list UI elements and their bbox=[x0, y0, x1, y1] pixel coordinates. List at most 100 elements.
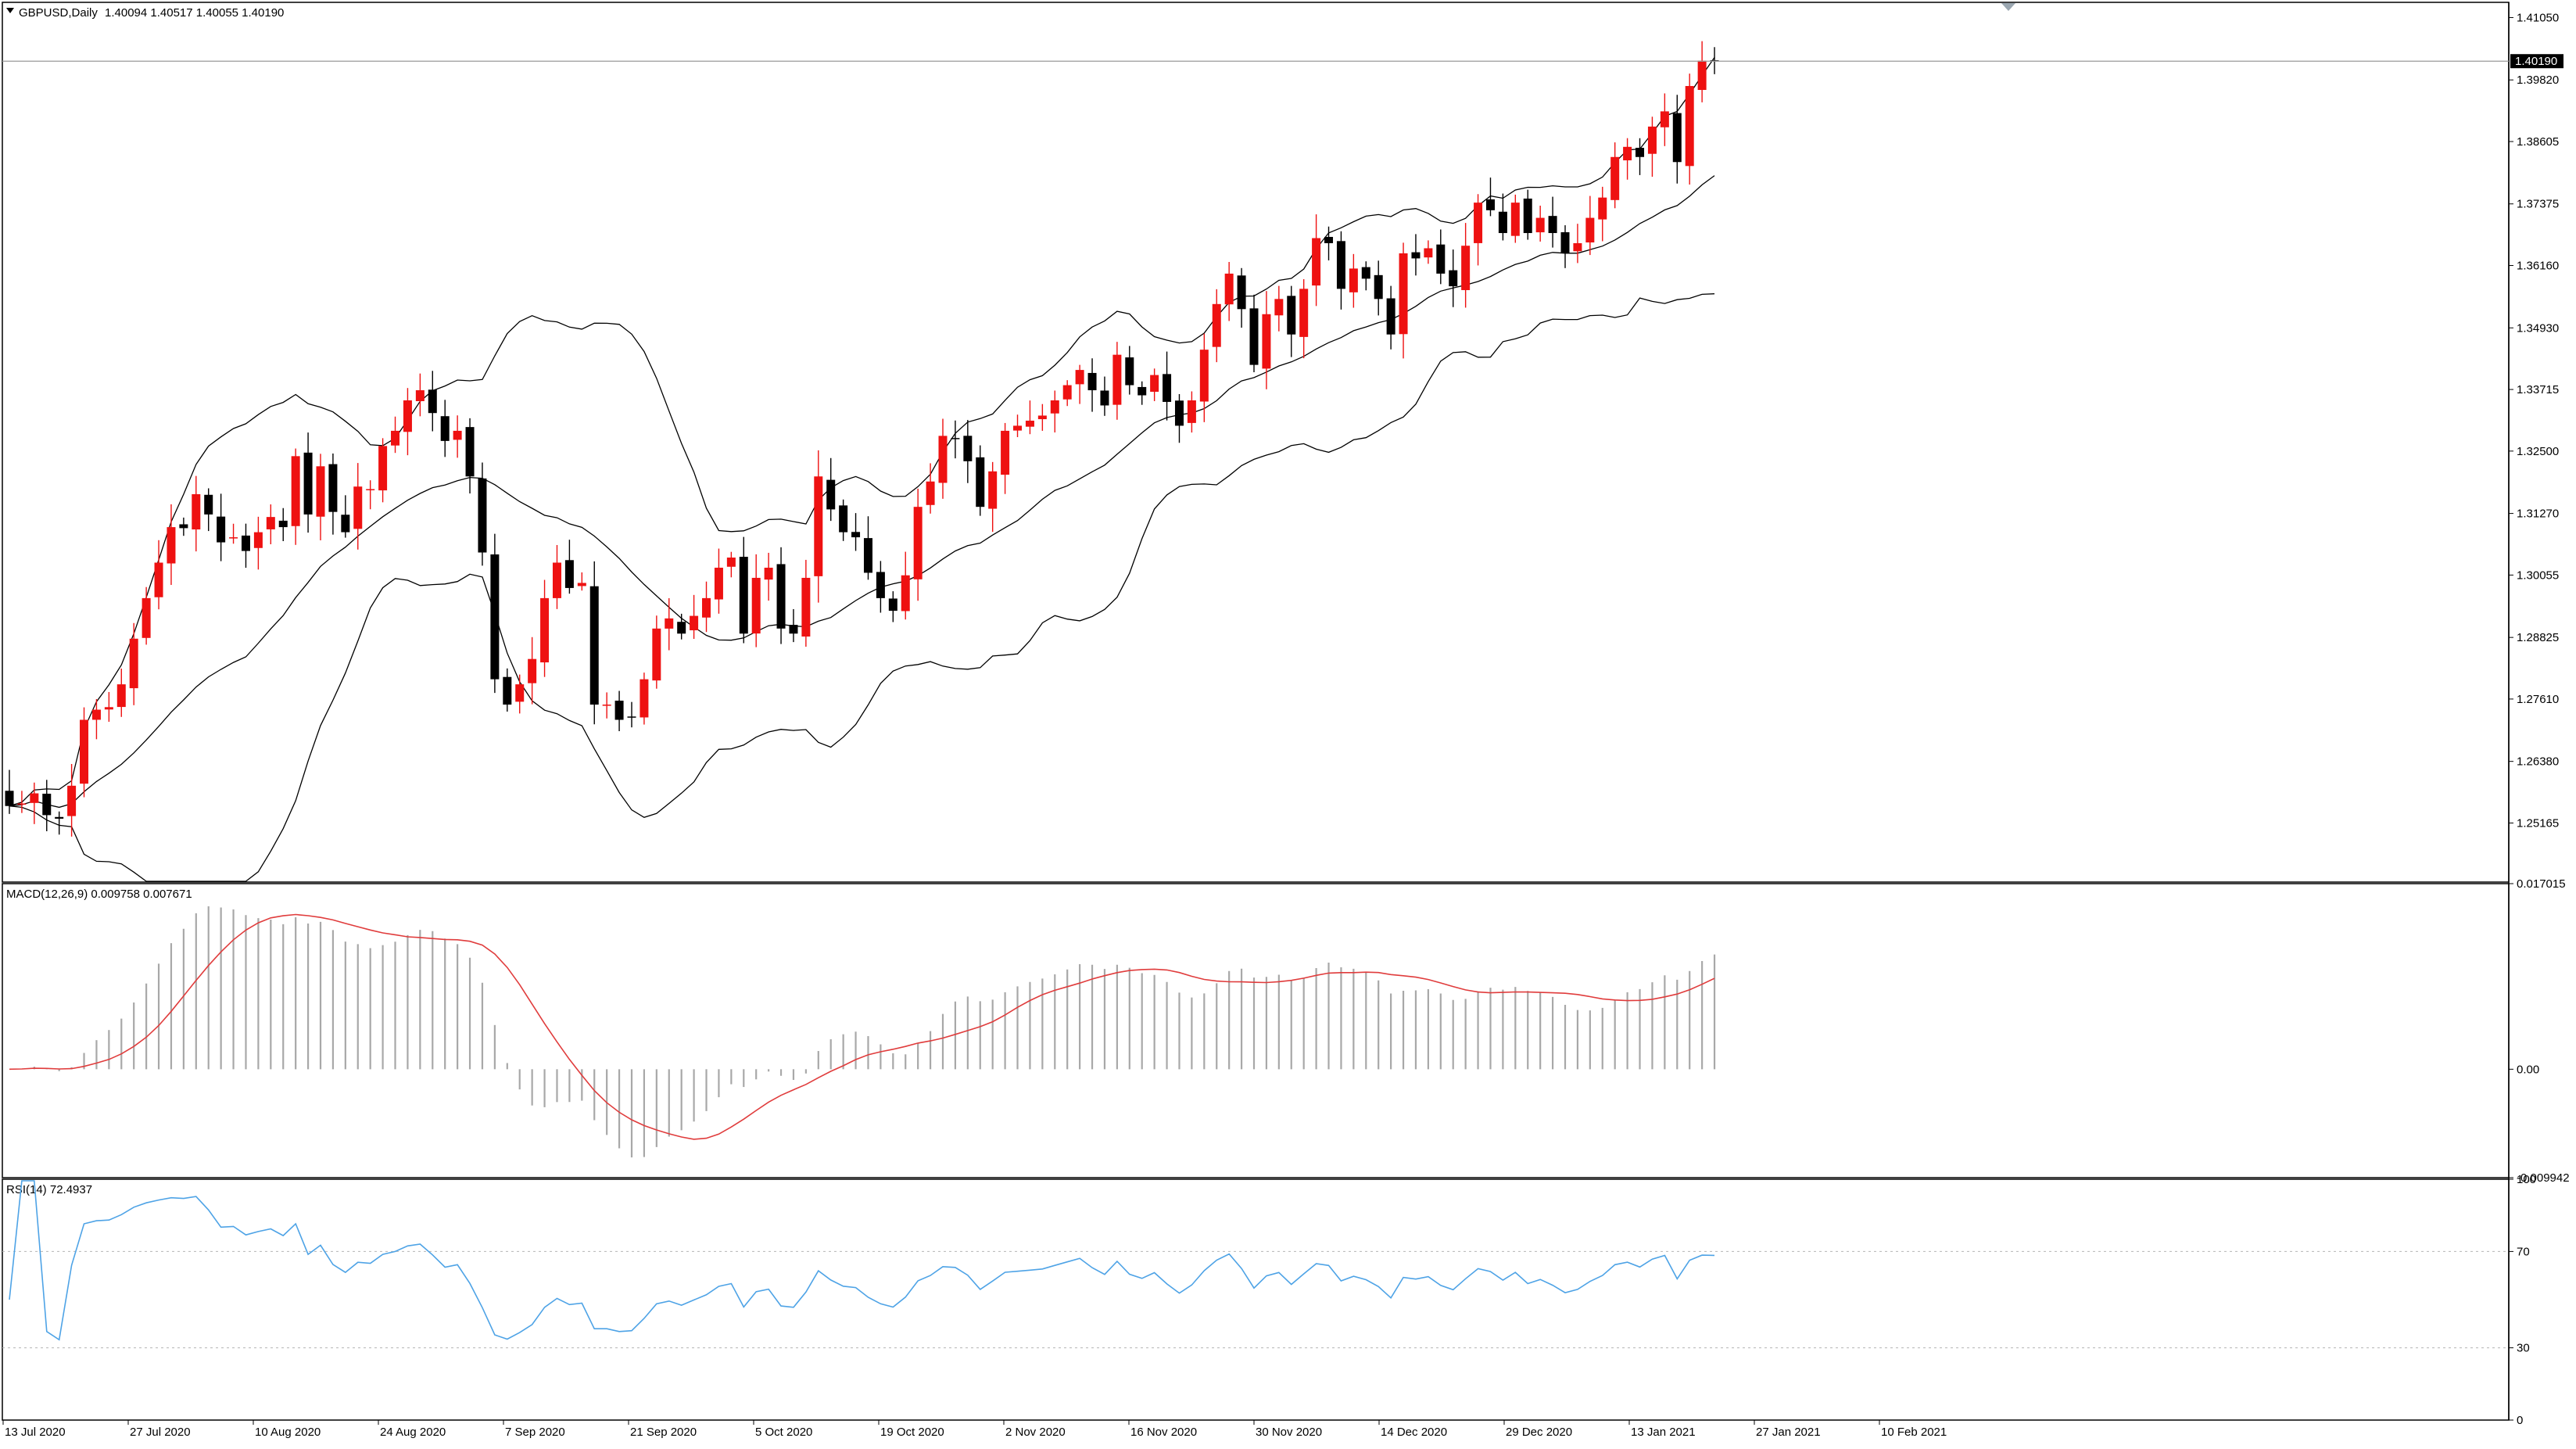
current-price-box bbox=[2510, 54, 2563, 69]
candle-body bbox=[1001, 430, 1010, 475]
time-tick-label: 24 Aug 2020 bbox=[380, 1426, 446, 1439]
time-tick-label: 16 Nov 2020 bbox=[1130, 1426, 1197, 1439]
candle-body bbox=[1237, 275, 1246, 310]
candle-body bbox=[1025, 420, 1034, 427]
candle-body bbox=[1424, 248, 1433, 258]
candle-body bbox=[490, 554, 500, 680]
price-tick-label: 1.28825 bbox=[2517, 631, 2559, 644]
macd-indicator: 0.017015 0.00 -0.009942 bbox=[9, 877, 2570, 1185]
candle-body bbox=[503, 676, 512, 705]
candle-body bbox=[341, 515, 350, 533]
candle-body bbox=[564, 560, 574, 588]
symbol-dropdown-icon[interactable] bbox=[6, 8, 14, 13]
candle-body bbox=[116, 684, 126, 708]
candle-body bbox=[204, 494, 213, 515]
candle-body bbox=[366, 489, 375, 490]
candle-body bbox=[1548, 216, 1557, 234]
candle-body bbox=[602, 705, 611, 706]
candle-body bbox=[839, 505, 848, 533]
candle-body bbox=[1100, 390, 1109, 406]
candle-body bbox=[702, 597, 711, 618]
candle-body bbox=[1386, 298, 1395, 335]
candle-body bbox=[1374, 274, 1383, 299]
candle-body bbox=[826, 479, 836, 510]
candle-body bbox=[1112, 354, 1122, 405]
candle-body bbox=[241, 535, 250, 551]
candle-body bbox=[1150, 375, 1159, 393]
time-tick-label: 10 Feb 2021 bbox=[1881, 1426, 1947, 1439]
time-tick-label: 5 Oct 2020 bbox=[755, 1426, 812, 1439]
time-tick-label: 2 Nov 2020 bbox=[1005, 1426, 1066, 1439]
candle-body bbox=[1461, 246, 1471, 290]
candle-body bbox=[764, 567, 773, 580]
candle-body bbox=[665, 618, 674, 629]
time-axis: 13 Jul 2020 27 Jul 2020 10 Aug 2020 24 Aug … bbox=[2, 1420, 1947, 1439]
candle-body bbox=[1535, 217, 1545, 233]
rsi-line bbox=[9, 1180, 1715, 1341]
candle-body bbox=[1449, 270, 1458, 287]
candle-body bbox=[652, 628, 661, 681]
price-tick-label: 1.32500 bbox=[2517, 445, 2559, 458]
candle-body bbox=[453, 430, 462, 440]
candle-body bbox=[30, 793, 39, 803]
candle-body bbox=[142, 597, 151, 638]
macd-signal-line bbox=[9, 913, 1715, 1140]
candle-body bbox=[192, 493, 201, 530]
candle-body bbox=[1087, 372, 1097, 391]
candle-body bbox=[1336, 241, 1345, 289]
candle-body bbox=[129, 638, 138, 689]
time-tick-label: 14 Dec 2020 bbox=[1381, 1426, 1447, 1439]
time-tick-label: 27 Jul 2020 bbox=[130, 1426, 191, 1439]
price-tick-label: 1.25165 bbox=[2517, 816, 2559, 830]
candle-body bbox=[1560, 231, 1570, 253]
candle-body bbox=[91, 709, 101, 720]
candle-body bbox=[278, 520, 288, 528]
candle-body bbox=[739, 557, 748, 634]
time-tick-label: 13 Jul 2020 bbox=[5, 1426, 66, 1439]
price-axis: 1.41050 1.39820 1.38605 1.37375 1.36160 1.349… bbox=[2, 11, 2563, 830]
time-tick-label: 29 Dec 2020 bbox=[1506, 1426, 1572, 1439]
candle-body bbox=[403, 400, 412, 432]
candle-body bbox=[378, 446, 388, 491]
candle-body bbox=[55, 816, 64, 819]
price-tick-label: 1.34930 bbox=[2517, 321, 2559, 335]
candle-body bbox=[1585, 217, 1595, 243]
candle-body bbox=[1249, 308, 1259, 365]
candle-body bbox=[789, 625, 798, 634]
time-tick-label: 27 Jan 2021 bbox=[1756, 1426, 1821, 1439]
rsi-tick-label: 70 bbox=[2517, 1245, 2530, 1258]
candle-body bbox=[154, 562, 163, 597]
time-tick-label: 10 Aug 2020 bbox=[255, 1426, 321, 1439]
price-tick-label: 1.30055 bbox=[2517, 568, 2559, 582]
candle-body bbox=[67, 785, 77, 816]
candle-body bbox=[1598, 197, 1607, 220]
candle-body bbox=[614, 701, 624, 720]
candle-body bbox=[1125, 357, 1134, 386]
candle-body bbox=[1075, 370, 1084, 385]
candle-body bbox=[1287, 296, 1296, 335]
candle-body bbox=[577, 583, 586, 586]
candle-body bbox=[1510, 203, 1520, 236]
rsi-tick-label: 100 bbox=[2517, 1173, 2536, 1186]
candle-body bbox=[1647, 126, 1657, 154]
symbol-label: GBPUSD,Daily bbox=[19, 6, 98, 20]
chart-shift-marker[interactable] bbox=[2001, 3, 2015, 11]
candle-body bbox=[465, 427, 475, 477]
price-tick-label: 1.31270 bbox=[2517, 508, 2559, 521]
candle-body bbox=[1685, 85, 1694, 167]
candle-body bbox=[876, 572, 885, 598]
candle-body bbox=[42, 793, 52, 816]
candle-body bbox=[589, 586, 599, 705]
bollinger-lower bbox=[9, 293, 1715, 882]
candle-body bbox=[1138, 386, 1147, 396]
macd-tick-label: 0.00 bbox=[2517, 1063, 2539, 1076]
candle-body bbox=[1436, 244, 1446, 274]
time-tick-label: 30 Nov 2020 bbox=[1256, 1426, 1322, 1439]
rsi-tick-label: 0 bbox=[2517, 1414, 2523, 1427]
candle-body bbox=[179, 524, 188, 529]
candle-body bbox=[1312, 238, 1321, 286]
candle-body bbox=[926, 481, 935, 505]
candle-body bbox=[776, 564, 786, 629]
